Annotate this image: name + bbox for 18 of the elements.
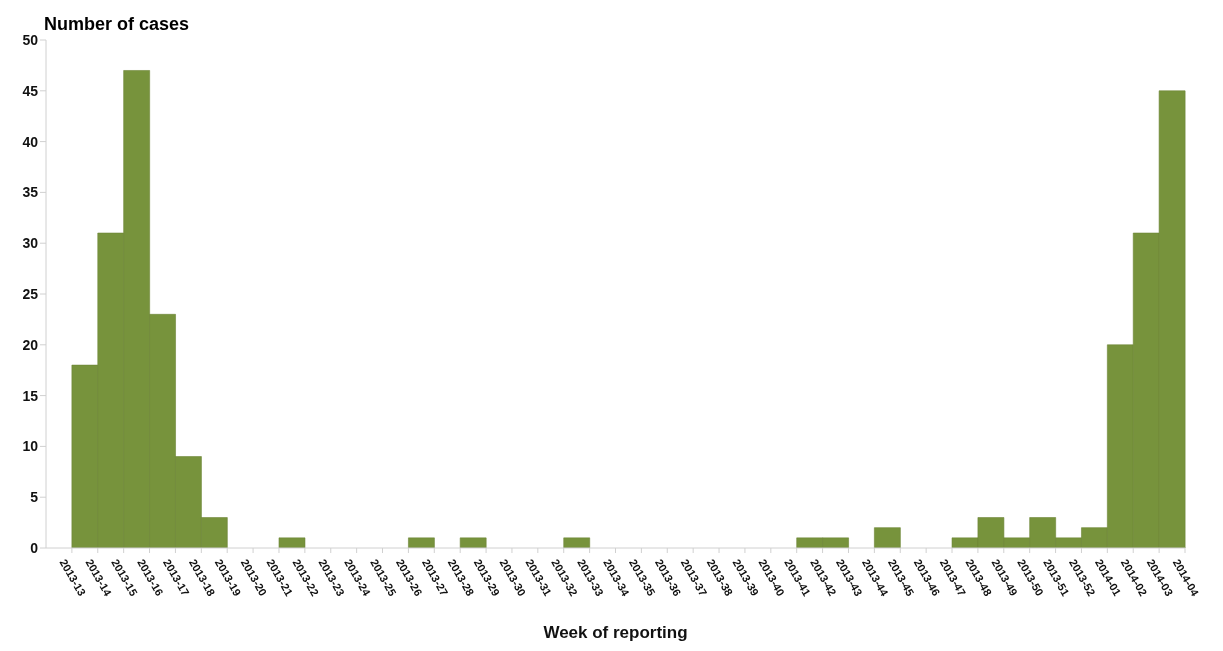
bar [459, 537, 487, 548]
y-tick-label: 45 [22, 82, 39, 99]
y-tick-label: 15 [22, 387, 39, 404]
y-tick-label: 0 [30, 539, 39, 556]
x-axis-title: Week of reporting [543, 623, 688, 642]
bar [278, 537, 306, 548]
y-tick-label: 5 [30, 489, 39, 506]
bar [408, 537, 435, 548]
bar [563, 537, 591, 548]
y-tick-label: 35 [22, 184, 39, 201]
y-tick-label: 20 [22, 336, 39, 353]
y-tick-label: 40 [22, 133, 39, 150]
chart-title: Number of cases [44, 14, 190, 35]
y-tick-label: 25 [22, 285, 39, 302]
y-tick-label: 30 [22, 235, 39, 252]
y-tick-label: 50 [22, 31, 39, 48]
y-tick-label: 10 [22, 438, 39, 455]
bar [874, 527, 901, 548]
